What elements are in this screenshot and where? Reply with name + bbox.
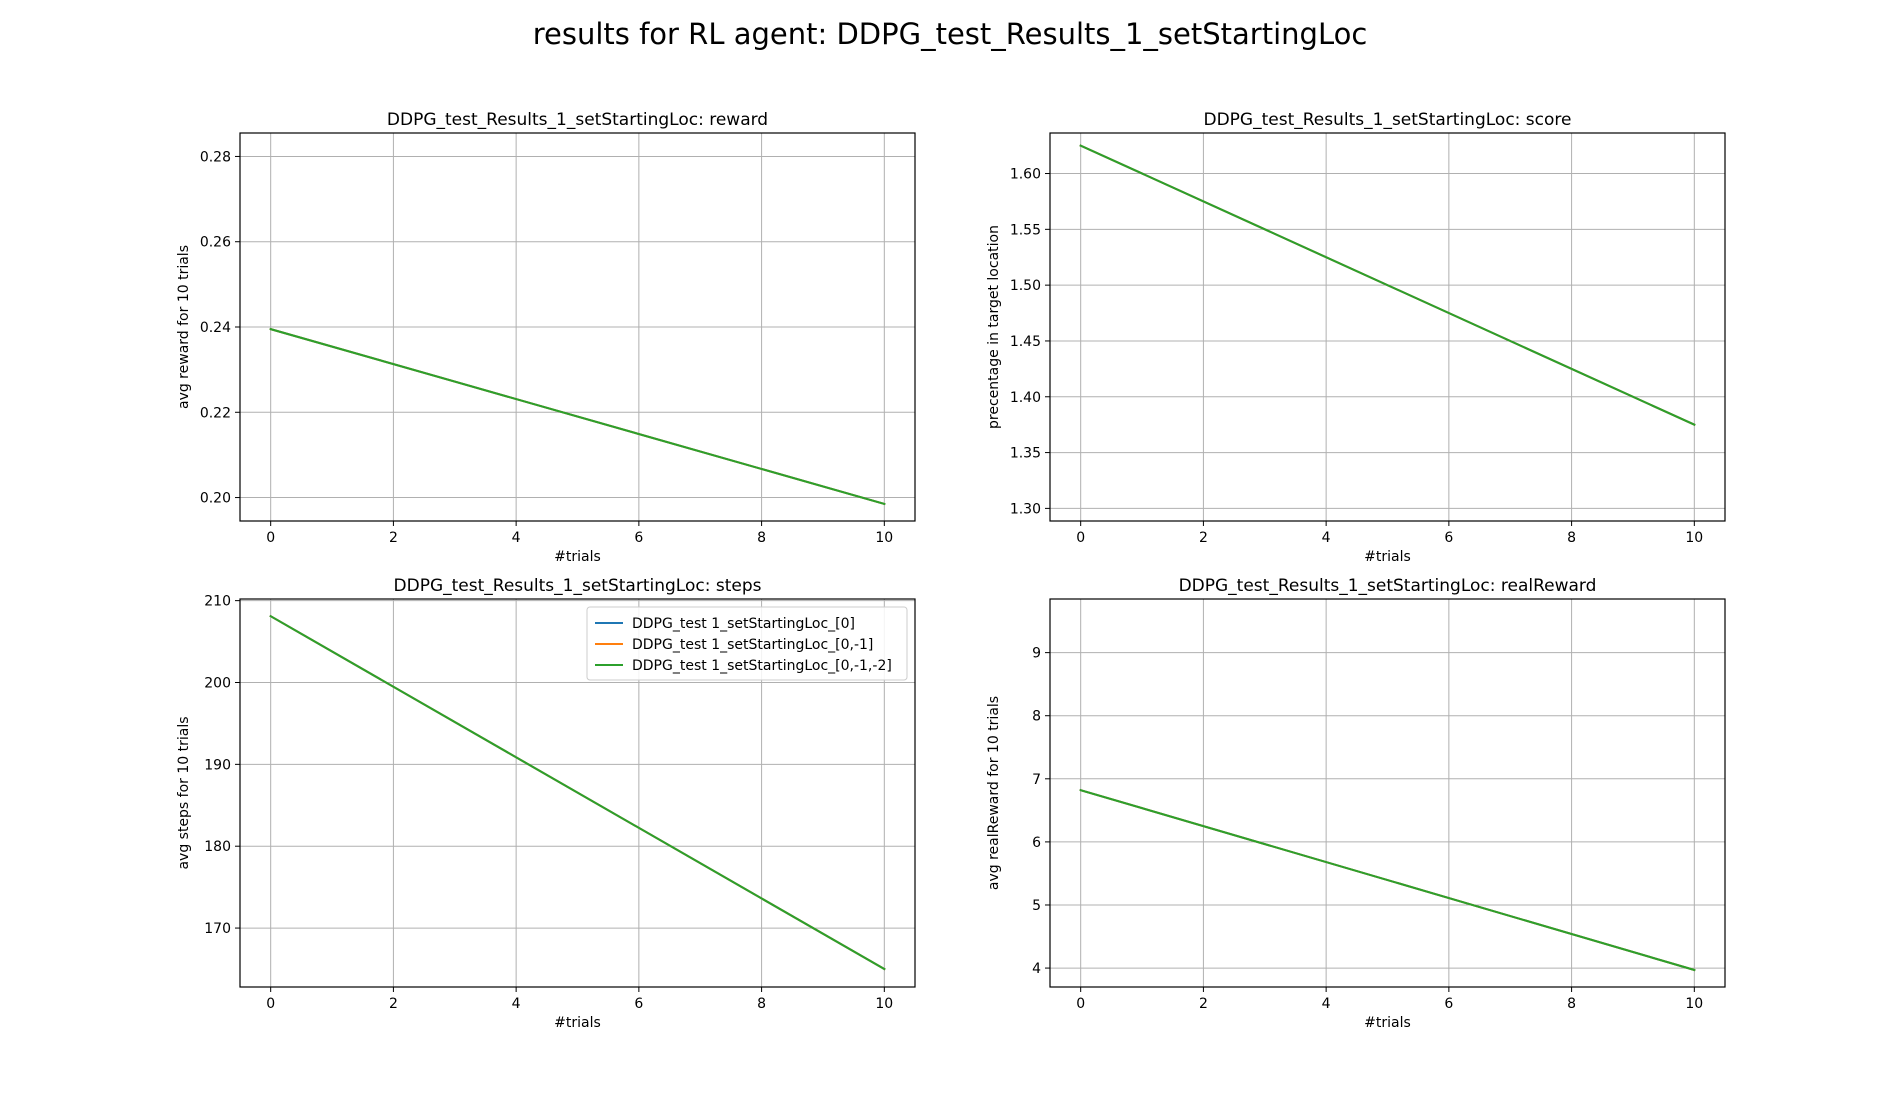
chart-4-plot-area — [1050, 599, 1725, 987]
chart-2-title: DDPG_test_Results_1_setStartingLoc: scor… — [1204, 110, 1572, 130]
chart-4-y-tick-label-6: 6 — [1032, 835, 1041, 851]
chart-4-x-tick-label-4: 4 — [1322, 996, 1331, 1012]
chart-3-x-tick-label-10: 10 — [875, 996, 893, 1012]
chart-1-y-axis-label: avg reward for 10 trials — [176, 245, 192, 409]
chart-3-y-tick-label-190: 190 — [204, 757, 231, 773]
chart-2-x-tick-label-2: 2 — [1199, 530, 1208, 546]
chart-3-legend-label-1: DDPG_test 1_setStartingLoc_[0,-1] — [632, 637, 873, 653]
chart-3-y-tick-label-170: 170 — [204, 921, 231, 937]
chart-3-legend-label-0: DDPG_test 1_setStartingLoc_[0] — [632, 616, 855, 632]
chart-3-series-line-2 — [269, 614, 886, 971]
chart-1-x-tick-label-8: 8 — [757, 530, 766, 546]
chart-1-y-tick-label-0_26: 0.26 — [200, 235, 231, 251]
chart-3-x-tick-label-8: 8 — [757, 996, 766, 1012]
chart-4-y-tick-label-7: 7 — [1032, 772, 1041, 788]
chart-4-x-axis-label: #trials — [1364, 1015, 1411, 1031]
chart-1-series-line-2 — [269, 327, 886, 506]
chart-4-x-tick-label-10: 10 — [1685, 996, 1703, 1012]
chart-3-legend-label-2: DDPG_test 1_setStartingLoc_[0,-1,-2] — [632, 658, 892, 674]
chart-2-y-tick-label-1_3: 1.30 — [1010, 501, 1041, 517]
chart-2-x-tick-label-0: 0 — [1076, 530, 1085, 546]
chart-2-axes-frame — [1049, 132, 1726, 522]
chart-3-x-tick-label-4: 4 — [512, 996, 521, 1012]
chart-1-x-tick-label-0: 0 — [266, 530, 275, 546]
chart-1-y-tick-label-0_22: 0.22 — [200, 405, 231, 421]
chart-3-y-axis-label: avg steps for 10 trials — [176, 716, 192, 869]
chart-3-legend-box — [586, 606, 908, 681]
chart-1-y-tick-label-0_24: 0.24 — [200, 320, 231, 336]
chart-1-series-group — [269, 327, 886, 506]
chart-2-y-tick-label-1_4: 1.40 — [1010, 390, 1041, 406]
chart-3-x-tick-label-0: 0 — [266, 996, 275, 1012]
chart-4-series-group — [1079, 788, 1696, 972]
chart-4-series-line-2 — [1079, 788, 1696, 972]
chart-3-y-tick-label-180: 180 — [204, 839, 231, 855]
chart-1: 0 2 4 6 8 10 0.20 0.22 0.24 0.26 0.28 DDPG_test_Res… — [176, 110, 916, 565]
chart-3-x-axis-label: #trials — [554, 1015, 601, 1031]
chart-2-y-tick-label-1_6: 1.60 — [1010, 167, 1041, 183]
chart-3-y-tick-label-210: 210 — [204, 594, 231, 610]
chart-3-x-tick-label-2: 2 — [389, 996, 398, 1012]
chart-2-series-line-2 — [1079, 144, 1696, 426]
chart-2: 0 2 4 6 8 10 1.30 1.35 1.40 1.45 1.50 1.55 1.60 DDPG_… — [986, 110, 1726, 565]
chart-3-title: DDPG_test_Results_1_setStartingLoc: step… — [394, 576, 762, 596]
chart-2-y-tick-label-1_55: 1.55 — [1010, 222, 1041, 238]
chart-3: 0 2 4 6 8 10 170 180 190 200 210 DDPG_test_Results_… — [176, 576, 916, 1031]
chart-3-axes-frame — [239, 598, 916, 988]
chart-1-title: DDPG_test_Results_1_setStartingLoc: rewa… — [387, 110, 768, 130]
chart-4: 0 2 4 6 8 10 4 5 6 7 8 9 DDPG_test_Results_1_setStar… — [986, 576, 1726, 1031]
chart-4-x-tick-label-2: 2 — [1199, 996, 1208, 1012]
chart-3-series-group — [269, 614, 886, 971]
chart-3-x-tick-label-6: 6 — [634, 996, 643, 1012]
chart-4-x-tick-label-0: 0 — [1076, 996, 1085, 1012]
chart-4-axes-frame — [1049, 598, 1726, 988]
chart-2-y-axis-label: precentage in target location — [986, 225, 1002, 429]
chart-1-y-tick-label-0_2: 0.20 — [200, 491, 231, 507]
chart-4-y-tick-label-8: 8 — [1032, 709, 1041, 725]
chart-2-x-tick-label-6: 6 — [1444, 530, 1453, 546]
chart-4-title: DDPG_test_Results_1_setStartingLoc: real… — [1179, 576, 1597, 596]
chart-2-y-tick-label-1_35: 1.35 — [1010, 446, 1041, 462]
chart-2-y-tick-label-1_5: 1.50 — [1010, 278, 1041, 294]
chart-4-x-tick-label-8: 8 — [1567, 996, 1576, 1012]
chart-1-x-tick-label-6: 6 — [634, 530, 643, 546]
chart-2-x-tick-label-8: 8 — [1567, 530, 1576, 546]
chart-2-y-tick-label-1_45: 1.45 — [1010, 334, 1041, 350]
chart-4-y-tick-label-4: 4 — [1032, 961, 1041, 977]
chart-3-legend: DDPG_test 1_setStartingLoc_[0] DDPG_test … — [586, 606, 908, 681]
chart-4-y-tick-label-5: 5 — [1032, 898, 1041, 914]
chart-2-x-tick-label-4: 4 — [1322, 530, 1331, 546]
chart-1-y-tick-label-0_28: 0.28 — [200, 149, 231, 165]
chart-1-x-tick-label-10: 10 — [875, 530, 893, 546]
figure-suptitle: results for RL agent: DDPG_test_Results_… — [533, 17, 1368, 51]
chart-1-x-axis-label: #trials — [554, 549, 601, 565]
chart-1-x-tick-label-2: 2 — [389, 530, 398, 546]
chart-3-y-tick-label-200: 200 — [204, 675, 231, 691]
chart-2-x-axis-label: #trials — [1364, 549, 1411, 565]
chart-2-plot-area — [1050, 133, 1725, 521]
chart-2-x-tick-label-10: 10 — [1685, 530, 1703, 546]
chart-4-y-tick-label-9: 9 — [1032, 646, 1041, 662]
chart-2-series-group — [1079, 144, 1696, 426]
chart-4-y-axis-label: avg realReward for 10 trials — [986, 696, 1002, 890]
chart-4-x-tick-label-6: 6 — [1444, 996, 1453, 1012]
chart-1-x-tick-label-4: 4 — [512, 530, 521, 546]
